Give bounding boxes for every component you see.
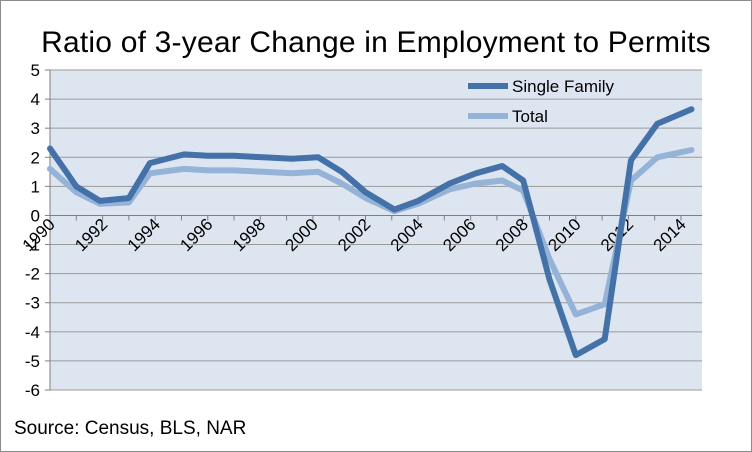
y-tick-label: 4 [31, 90, 40, 109]
series-lines [47, 106, 695, 359]
legend-label: Total [512, 107, 548, 126]
source-note: Source: Census, BLS, NAR [14, 418, 247, 439]
y-tick-label: 3 [31, 119, 40, 138]
series-line-total [47, 147, 695, 318]
y-tick-label: 0 [31, 206, 40, 225]
y-tick-label: 2 [31, 148, 40, 167]
plot-area [50, 70, 702, 390]
y-tick-label: -6 [25, 381, 40, 400]
y-tick-label: -4 [25, 323, 40, 342]
gridlines [50, 69, 702, 391]
y-tick-label: -5 [25, 352, 40, 371]
y-tick-label: -3 [25, 294, 40, 313]
legend: Single Family Total [468, 77, 615, 126]
series-line-single-family [47, 106, 695, 359]
legend-label: Single Family [512, 77, 615, 96]
y-tick-label: -1 [25, 236, 40, 255]
y-tick-label: 5 [31, 61, 40, 80]
y-tick-label: 1 [31, 177, 40, 196]
chart-title: Ratio of 3-year Change in Employment to … [41, 26, 711, 59]
y-tick-label: -2 [25, 265, 40, 284]
